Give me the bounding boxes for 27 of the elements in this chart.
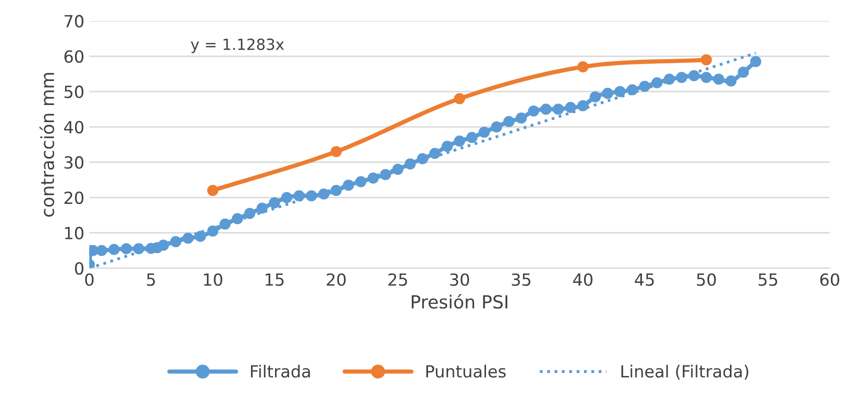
x-tick-label: 50 bbox=[697, 273, 716, 286]
y-tick-label: 70 bbox=[64, 14, 84, 28]
y-tick-label: 50 bbox=[64, 86, 84, 98]
x-tick-label: 45 bbox=[634, 274, 654, 286]
legend-label: Lineal (Filtrada) bbox=[621, 364, 748, 380]
x-tick-label: 15 bbox=[266, 274, 284, 286]
legend-label: Puntuales bbox=[426, 364, 506, 378]
x-tick-label: 60 bbox=[820, 273, 840, 286]
x-tick-label: 0 bbox=[85, 273, 94, 286]
y-tick-label: 30 bbox=[64, 156, 84, 169]
x-tick-label: 40 bbox=[573, 273, 592, 286]
x-axis-title: Presión PSI bbox=[412, 294, 508, 309]
x-tick-label: 25 bbox=[388, 273, 407, 286]
y-tick-label: 10 bbox=[65, 226, 84, 240]
y-axis-title: contracción mm bbox=[40, 72, 54, 217]
y-tick-label: 60 bbox=[64, 50, 84, 63]
y-tick-label: 40 bbox=[64, 120, 84, 134]
annotation: y = 1.1283x bbox=[190, 38, 284, 54]
x-tick-label: 35 bbox=[512, 273, 530, 286]
y-tick-label: 20 bbox=[64, 191, 84, 204]
x-tick-label: 30 bbox=[450, 273, 470, 286]
legend-label: Filtrada bbox=[250, 364, 310, 378]
y-tick-label: 0 bbox=[74, 262, 84, 275]
x-tick-label: 20 bbox=[326, 273, 346, 286]
x-tick-label: 5 bbox=[147, 274, 155, 286]
x-tick-label: 55 bbox=[758, 274, 778, 286]
x-tick-label: 10 bbox=[204, 273, 222, 286]
